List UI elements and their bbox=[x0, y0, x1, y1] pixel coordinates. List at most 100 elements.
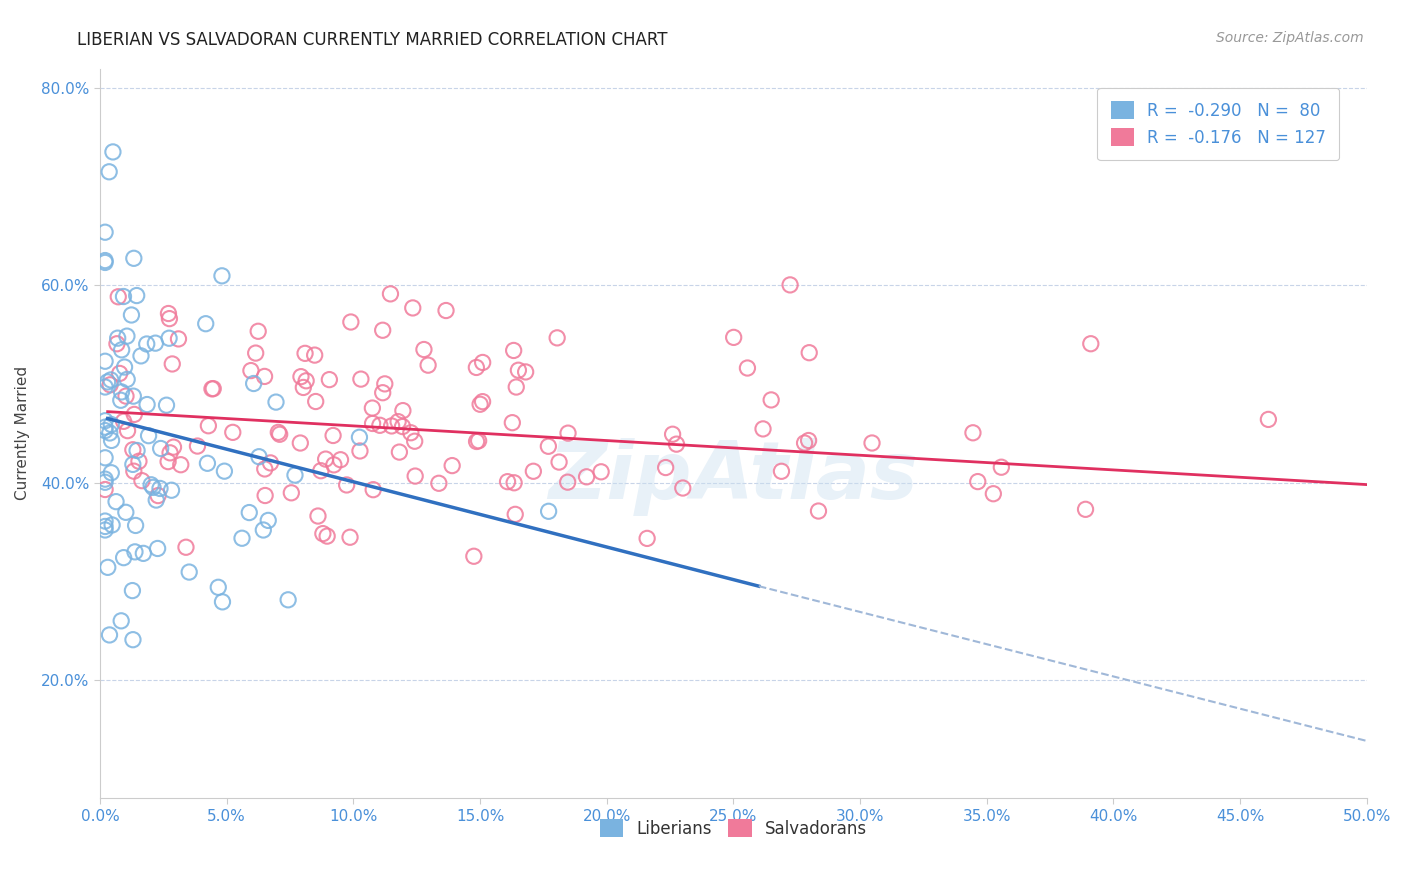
Point bbox=[661, 427, 683, 442]
Point bbox=[468, 397, 491, 411]
Point bbox=[304, 348, 326, 362]
Point bbox=[239, 363, 262, 377]
Point bbox=[962, 425, 984, 440]
Point bbox=[793, 436, 815, 450]
Point bbox=[110, 393, 132, 408]
Point bbox=[990, 460, 1012, 475]
Point bbox=[94, 414, 117, 428]
Point bbox=[591, 465, 613, 479]
Point bbox=[807, 504, 830, 518]
Point bbox=[361, 401, 384, 415]
Point bbox=[162, 440, 184, 454]
Point bbox=[170, 458, 193, 472]
Point bbox=[98, 425, 121, 440]
Point bbox=[122, 252, 145, 266]
Point bbox=[112, 414, 135, 428]
Point bbox=[128, 454, 150, 468]
Point bbox=[672, 481, 695, 495]
Point bbox=[257, 513, 280, 527]
Point bbox=[101, 518, 124, 533]
Point bbox=[402, 301, 425, 315]
Legend: Liberians, Salvadorans: Liberians, Salvadorans bbox=[593, 813, 875, 845]
Point bbox=[280, 485, 302, 500]
Point bbox=[723, 330, 745, 344]
Point bbox=[115, 372, 138, 386]
Point bbox=[108, 367, 131, 381]
Point bbox=[162, 357, 184, 371]
Point bbox=[238, 506, 260, 520]
Point bbox=[121, 442, 143, 457]
Point bbox=[214, 464, 236, 478]
Point bbox=[114, 359, 136, 374]
Point bbox=[295, 374, 318, 388]
Point bbox=[120, 308, 142, 322]
Point bbox=[797, 434, 820, 448]
Point bbox=[94, 514, 117, 528]
Point bbox=[340, 315, 363, 329]
Point bbox=[100, 434, 122, 448]
Point bbox=[94, 354, 117, 368]
Point bbox=[322, 428, 344, 442]
Point bbox=[399, 425, 422, 440]
Point bbox=[112, 550, 135, 565]
Point bbox=[231, 531, 253, 545]
Point bbox=[290, 436, 312, 450]
Point bbox=[463, 549, 485, 564]
Point bbox=[157, 455, 180, 469]
Point bbox=[391, 419, 413, 434]
Point bbox=[779, 277, 801, 292]
Point bbox=[503, 508, 526, 522]
Point bbox=[253, 462, 276, 476]
Point bbox=[502, 343, 524, 358]
Point bbox=[100, 417, 122, 432]
Point bbox=[290, 369, 312, 384]
Point bbox=[981, 487, 1004, 501]
Point bbox=[105, 336, 128, 351]
Point bbox=[392, 403, 415, 417]
Point bbox=[146, 541, 169, 556]
Point bbox=[434, 303, 457, 318]
Point bbox=[197, 456, 219, 470]
Point bbox=[98, 377, 121, 392]
Point bbox=[138, 428, 160, 442]
Point bbox=[115, 389, 138, 403]
Point bbox=[361, 417, 384, 431]
Point bbox=[427, 476, 450, 491]
Point bbox=[471, 394, 494, 409]
Point bbox=[94, 424, 117, 438]
Point bbox=[94, 450, 117, 465]
Point bbox=[111, 343, 134, 357]
Point bbox=[94, 225, 117, 239]
Point bbox=[557, 426, 579, 441]
Point bbox=[284, 468, 307, 483]
Point bbox=[277, 592, 299, 607]
Point bbox=[292, 380, 315, 394]
Point bbox=[94, 380, 117, 394]
Text: ZipAtlas: ZipAtlas bbox=[548, 438, 918, 516]
Point bbox=[799, 345, 821, 359]
Point bbox=[349, 430, 371, 444]
Point bbox=[361, 483, 384, 497]
Point bbox=[322, 458, 344, 472]
Point bbox=[112, 289, 135, 303]
Point bbox=[201, 382, 224, 396]
Point bbox=[94, 523, 117, 537]
Point bbox=[124, 518, 146, 533]
Point bbox=[167, 332, 190, 346]
Point bbox=[508, 363, 530, 377]
Point bbox=[94, 255, 117, 269]
Point bbox=[759, 392, 782, 407]
Point bbox=[537, 504, 560, 518]
Point bbox=[179, 565, 201, 579]
Point bbox=[101, 145, 124, 159]
Point bbox=[267, 425, 290, 440]
Point bbox=[94, 253, 117, 268]
Point bbox=[94, 483, 117, 497]
Point bbox=[114, 505, 136, 519]
Point bbox=[159, 446, 181, 460]
Point bbox=[211, 595, 233, 609]
Point bbox=[110, 384, 132, 399]
Point bbox=[121, 458, 143, 472]
Point bbox=[107, 290, 129, 304]
Point bbox=[264, 395, 287, 409]
